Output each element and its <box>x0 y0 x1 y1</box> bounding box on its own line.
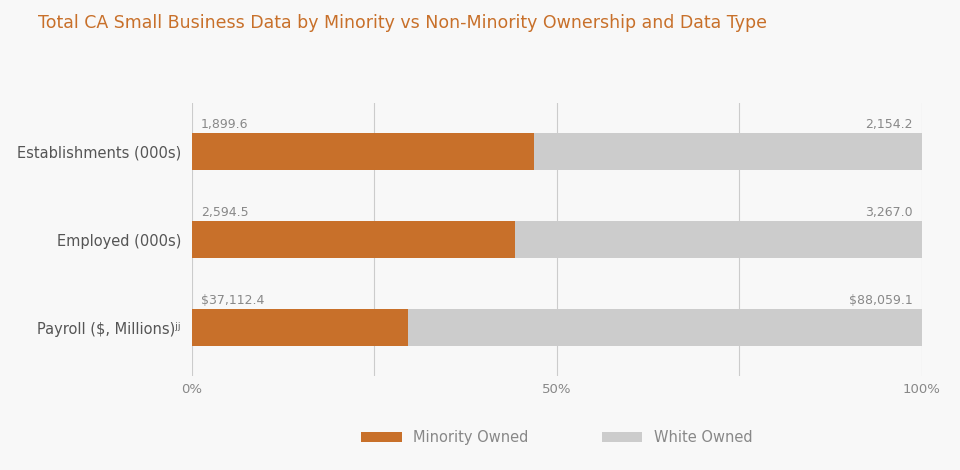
Legend: Minority Owned, White Owned: Minority Owned, White Owned <box>361 430 753 445</box>
Text: $37,112.4: $37,112.4 <box>201 294 264 306</box>
Text: 2,594.5: 2,594.5 <box>201 205 249 219</box>
Bar <box>192 221 515 258</box>
Bar <box>534 133 922 170</box>
Text: Total CA Small Business Data by Minority vs Non-Minority Ownership and Data Type: Total CA Small Business Data by Minority… <box>38 14 767 32</box>
Text: 2,154.2: 2,154.2 <box>865 118 913 131</box>
Text: $88,059.1: $88,059.1 <box>849 294 913 306</box>
Bar <box>192 133 534 170</box>
Text: 3,267.0: 3,267.0 <box>865 205 913 219</box>
Bar <box>408 309 922 346</box>
Bar <box>515 221 922 258</box>
Text: 1,899.6: 1,899.6 <box>201 118 249 131</box>
Bar <box>192 309 408 346</box>
